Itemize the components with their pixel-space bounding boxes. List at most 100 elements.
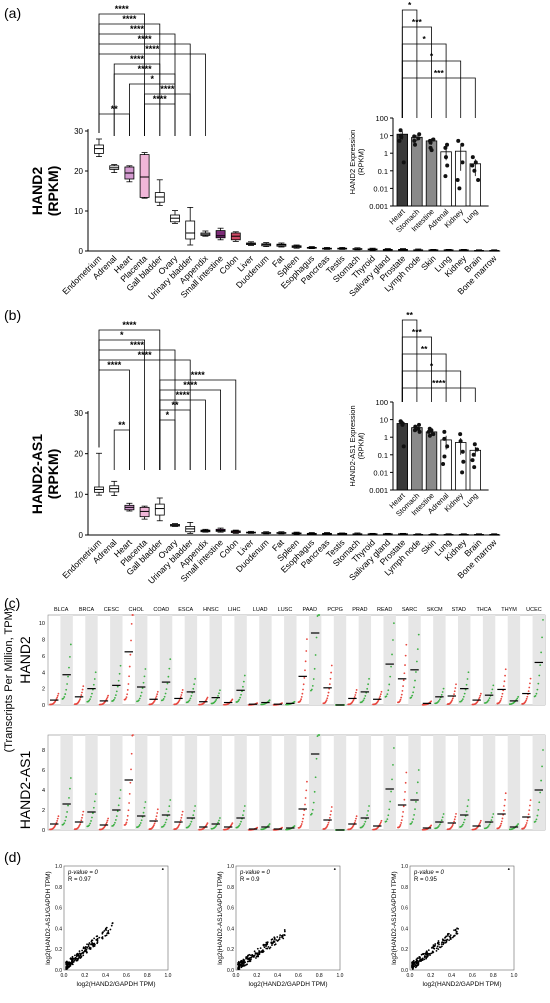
normal-band	[110, 735, 123, 830]
normal-band	[234, 615, 247, 705]
d-point	[425, 953, 428, 956]
panel-a-inset-chart: 0.001 0.01 0.1 1 10 100 HAND2 Expression(RPKM)…	[348, 0, 489, 234]
inset-significance-bracket	[401, 43, 447, 118]
d-point	[433, 947, 436, 950]
d-point	[240, 960, 242, 963]
tumor-point	[302, 813, 305, 816]
inset-point	[431, 432, 436, 437]
normal-point	[268, 699, 271, 701]
normal-point	[315, 757, 318, 760]
normal-point	[467, 799, 470, 801]
cancer-label: THYM	[501, 607, 517, 613]
d-point	[251, 955, 253, 958]
d-point	[81, 949, 84, 952]
tumor-point	[105, 821, 108, 824]
tumor-point	[126, 814, 129, 817]
tumor-point	[379, 823, 382, 825]
normal-point	[91, 812, 94, 815]
d-point	[432, 944, 435, 947]
cancer-label: SARC	[402, 607, 417, 613]
d-point	[415, 958, 418, 961]
tumor-point	[81, 814, 84, 816]
tumor-point	[402, 685, 404, 687]
d-point	[415, 960, 418, 963]
tumor-point	[379, 821, 382, 824]
normal-point	[363, 823, 366, 825]
normal-point	[441, 816, 444, 819]
normal-point	[386, 818, 389, 821]
inset-point	[475, 447, 480, 452]
inset-point	[473, 160, 478, 165]
tumor-point	[404, 654, 407, 657]
d-x-tick-label: 0.4	[448, 973, 455, 979]
tumor-point	[180, 816, 183, 819]
d-point	[427, 949, 430, 952]
d-point	[65, 965, 68, 968]
d-point	[423, 955, 426, 957]
inset-point	[470, 155, 475, 160]
tumor-point	[526, 819, 529, 822]
normal-point	[114, 819, 117, 821]
inset-bar-0	[396, 133, 409, 207]
tumor-point	[402, 805, 405, 808]
tumor-point	[353, 821, 356, 824]
d-point	[448, 939, 451, 942]
normal-point	[93, 678, 96, 680]
inset-significance-label: **	[406, 310, 413, 320]
tumor-point	[82, 810, 85, 813]
normal-band	[308, 735, 322, 830]
d-point	[258, 950, 260, 952]
d-point	[237, 960, 240, 963]
d-point	[260, 950, 263, 953]
normal-point	[536, 688, 539, 691]
d-point	[449, 938, 452, 941]
cancer-label: BRCA	[79, 607, 95, 613]
d-x-tick-label: 0.6	[469, 973, 476, 979]
tumor-point	[380, 690, 383, 693]
tumor-point	[502, 685, 505, 688]
normal-point	[368, 677, 370, 680]
d-point	[237, 968, 240, 970]
normal-point	[462, 695, 465, 698]
inset-point	[442, 454, 447, 459]
d-y-tick-label: 0.4	[401, 926, 408, 932]
normal-point	[467, 671, 470, 674]
d-point	[276, 936, 279, 938]
significance-label: ****	[122, 14, 137, 24]
normal-band	[532, 735, 545, 830]
d-point	[442, 943, 445, 946]
d-x-tick-label: 0.4	[102, 973, 109, 979]
d-y-tick-label: 0.4	[55, 926, 62, 932]
normal-point	[242, 685, 244, 688]
significance-bracket	[144, 103, 176, 136]
box-0	[94, 144, 104, 154]
tumor-point	[451, 824, 454, 826]
normal-point	[89, 698, 91, 701]
normal-point	[438, 823, 441, 826]
c-y-tick-label: 8	[42, 638, 45, 644]
d-point	[276, 940, 279, 942]
significance-label: **	[118, 420, 126, 430]
d-point	[91, 942, 94, 944]
d-point	[96, 941, 99, 943]
normal-point	[311, 684, 314, 687]
normal-point	[416, 781, 419, 784]
normal-point	[310, 812, 313, 815]
normal-point	[393, 622, 395, 625]
normal-point	[465, 810, 468, 813]
box-3	[139, 506, 150, 518]
d-point	[265, 945, 267, 948]
d-point	[85, 948, 88, 951]
tumor-point	[78, 699, 81, 702]
tumor-point	[405, 643, 408, 646]
normal-point	[164, 821, 167, 824]
normal-point	[541, 765, 543, 768]
d-y-tick-label: 0.2	[401, 947, 408, 953]
tumor-point	[526, 695, 529, 698]
normal-point	[114, 821, 116, 824]
inset-y-tick-label: 1	[384, 433, 388, 442]
normal-point	[463, 692, 466, 695]
tumor-point	[525, 822, 528, 824]
normal-band	[383, 735, 396, 830]
d-point	[445, 935, 448, 938]
